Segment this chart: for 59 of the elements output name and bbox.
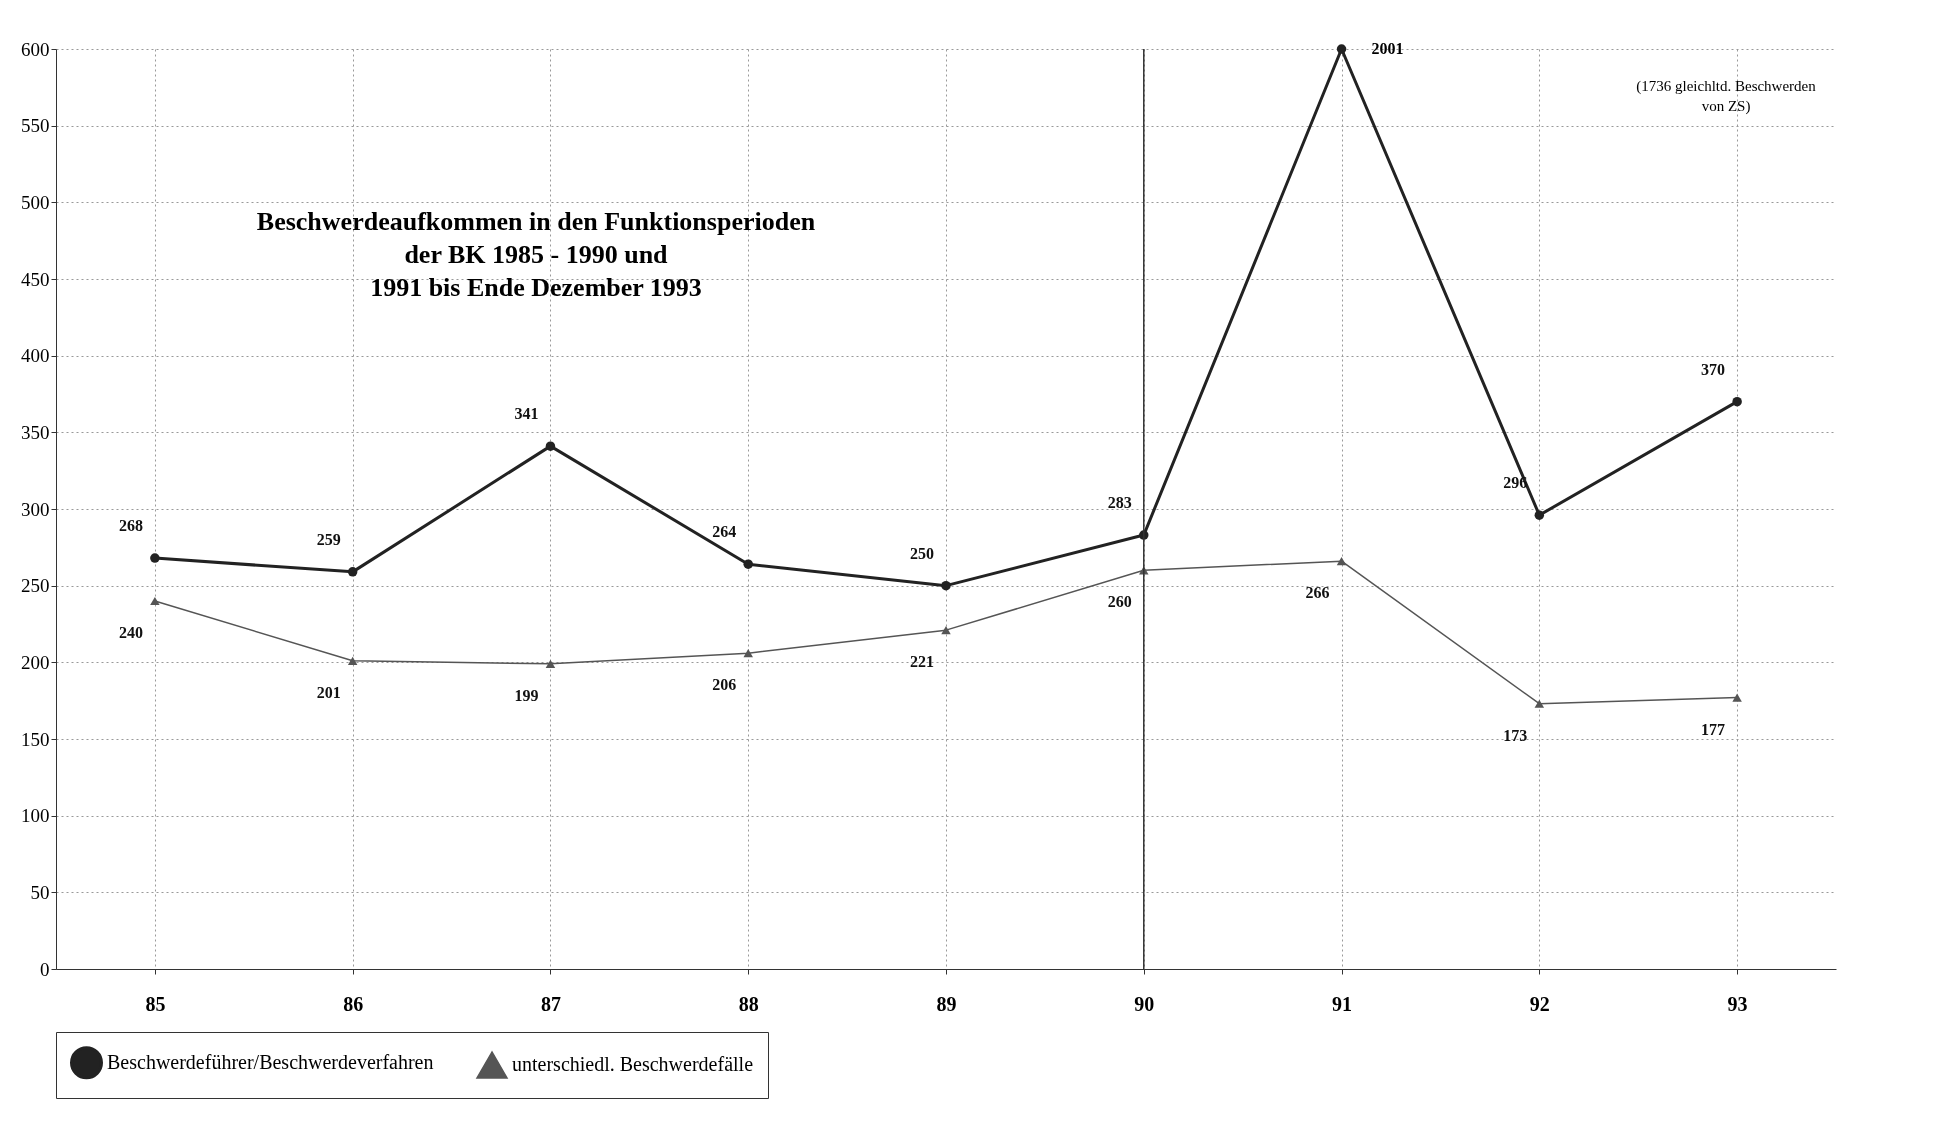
point	[1336, 557, 1347, 566]
x-tick-label: 87	[540, 992, 561, 1015]
annotation: 2001	[1371, 40, 1404, 57]
legend-label: Beschwerdeführer/Beschwerdeverfahren	[107, 1050, 434, 1073]
point	[150, 553, 160, 563]
point	[545, 659, 556, 668]
data-label: 266	[1305, 584, 1330, 602]
point	[545, 441, 556, 451]
y-tick-label: 600	[21, 38, 50, 60]
data-label: 268	[118, 517, 143, 535]
x-tick-label: 89	[936, 992, 957, 1015]
point	[743, 559, 753, 569]
y-tick-label: 350	[21, 421, 50, 443]
point	[743, 649, 753, 658]
data-label: 283	[1107, 494, 1132, 512]
point	[1732, 693, 1742, 702]
data-label: 240	[118, 624, 143, 641]
data-label: 341	[514, 405, 539, 423]
x-tick-label: 91	[1332, 992, 1353, 1015]
point	[347, 656, 358, 665]
data-label: 173	[1503, 726, 1528, 744]
x-tick-label: 88	[738, 992, 759, 1015]
point	[1336, 44, 1347, 54]
y-tick-label: 150	[21, 728, 50, 750]
annotation: (1736 gleichltd. Beschwerden von ZS)	[1636, 78, 1817, 115]
x-tick-label: 90	[1134, 992, 1155, 1015]
x-tick-label: 85	[145, 992, 166, 1015]
x-tick-label: 92	[1529, 992, 1550, 1015]
text: Beschwerdeaufkommen in den Funktionsperioden der BK 1985 - 1990 und 1991 bis Ende Dezember 1993	[256, 207, 816, 302]
point	[1534, 510, 1545, 520]
x-tick-label: 93	[1727, 992, 1748, 1015]
data-label: 177	[1701, 720, 1726, 738]
data-label: 260	[1107, 593, 1132, 611]
y-tick-label: 450	[21, 268, 50, 290]
data-label: 250	[910, 544, 934, 562]
data-label: 264	[712, 523, 737, 541]
data-label: 221	[910, 653, 934, 671]
data-label: 259	[316, 530, 341, 548]
point	[941, 626, 951, 635]
data-label: 206	[712, 676, 737, 694]
y-tick-label: 550	[21, 115, 50, 137]
y-tick-label: 300	[21, 498, 50, 520]
legend-label: unterschiedl. Beschwerdefälle	[512, 1053, 754, 1075]
data-label: 201	[316, 683, 341, 701]
y-tick-label: 400	[21, 345, 50, 367]
y-tick-label: 50	[30, 881, 50, 903]
data-label: 199	[514, 686, 539, 704]
point	[1732, 396, 1742, 407]
point	[1534, 699, 1545, 708]
x-tick-label: 86	[343, 992, 364, 1015]
y-tick-label: 0	[40, 958, 50, 980]
data-label: 370	[1701, 360, 1726, 378]
y-tick-label: 500	[21, 191, 50, 213]
y-tick-label: 250	[21, 575, 50, 597]
y-tick-label: 200	[21, 651, 50, 673]
y-tick-label: 100	[21, 805, 50, 827]
point	[941, 580, 951, 591]
point	[347, 567, 358, 577]
point	[150, 596, 160, 606]
